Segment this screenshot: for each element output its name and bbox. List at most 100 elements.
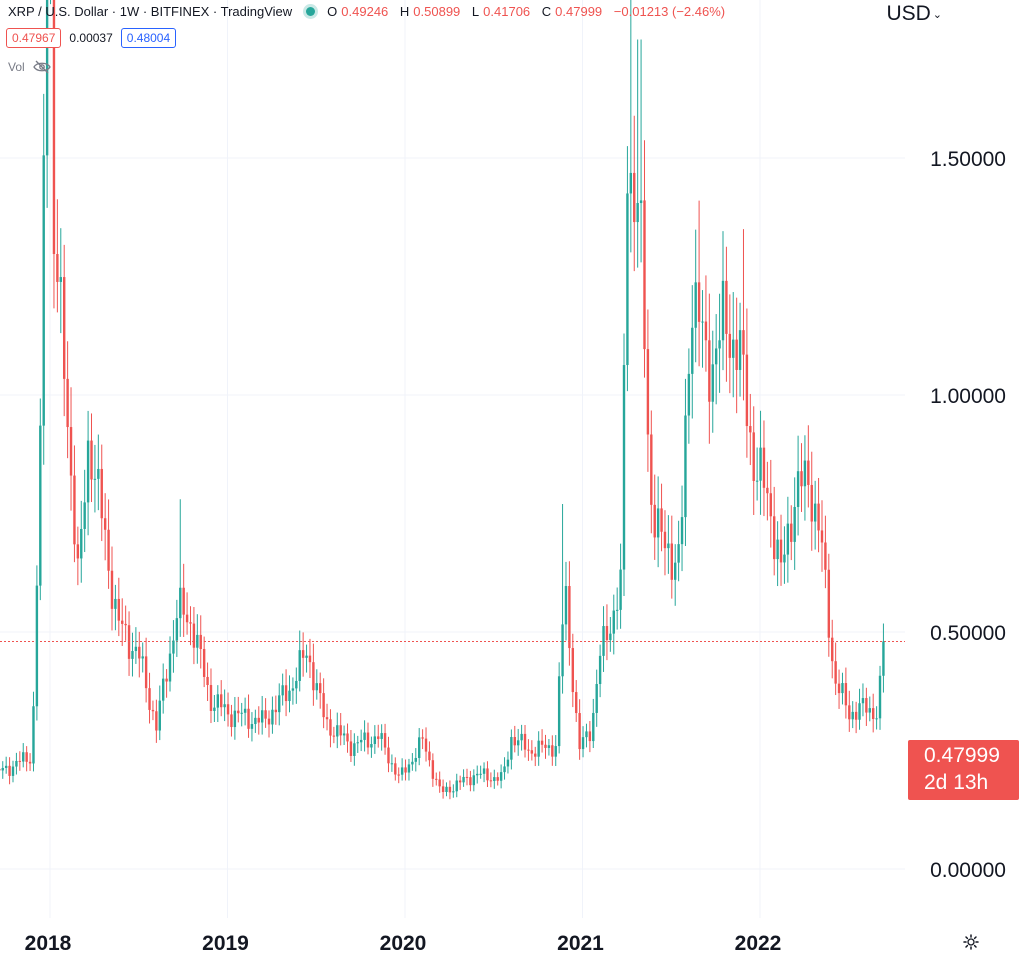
candle-body [745, 354, 749, 427]
candle-body [418, 737, 421, 758]
candle-body [196, 634, 199, 648]
candle-body [305, 655, 308, 658]
candle-body [602, 626, 605, 656]
high-label: H [399, 4, 410, 19]
candle-body [687, 373, 691, 416]
candle-body [585, 731, 588, 738]
candle-body [486, 768, 489, 781]
candle-body [264, 710, 267, 719]
candle-body [510, 737, 513, 760]
candle-body [462, 776, 465, 783]
candle-body [547, 745, 551, 748]
candle-body [390, 763, 394, 765]
candle-body [598, 655, 602, 685]
candle-body [766, 487, 769, 494]
candle-body [332, 735, 336, 737]
symbol-title[interactable]: XRP / U.S. Dollar · 1W · BITFINEX · Trad… [8, 4, 293, 19]
candle-body [503, 766, 506, 773]
candle-body [35, 585, 39, 707]
candle-body [185, 614, 189, 623]
candle-body [271, 709, 274, 725]
x-tick-label: 2018 [25, 932, 72, 955]
candle-body [551, 745, 554, 757]
ask-price-badge[interactable]: 0.48004 [120, 28, 177, 48]
candle-body [718, 340, 721, 349]
price-axis[interactable]: 0.000000.500001.000001.500002.000002.500… [930, 0, 1006, 882]
candle-body [800, 471, 803, 487]
candle-body [513, 737, 516, 746]
candle-body [363, 732, 366, 740]
candle-body [1, 767, 4, 771]
candle-body [752, 432, 755, 481]
candle-body [759, 447, 762, 481]
candle-body [568, 586, 571, 649]
bid-price-badge[interactable]: 0.47967 [6, 28, 62, 48]
candle-body [725, 280, 728, 334]
candle-body [810, 484, 813, 522]
candle-body [660, 508, 663, 532]
candle-body [394, 763, 397, 775]
candle-body [11, 766, 15, 776]
candle-body [66, 378, 69, 428]
candle-body [25, 752, 28, 762]
candle-body [421, 737, 424, 739]
candle-body [298, 650, 301, 681]
candle-body [148, 688, 151, 710]
candle-body [230, 714, 233, 728]
currency-selector[interactable]: USD ⌄ [886, 2, 942, 26]
candle-body [605, 626, 609, 641]
candle-body [124, 623, 127, 626]
candle-body [107, 529, 110, 571]
candle-body [472, 775, 476, 786]
candle-body [732, 339, 735, 358]
candle-body [650, 434, 653, 505]
currency-label: USD [886, 2, 931, 25]
candle-body [243, 708, 247, 713]
candle-body [63, 277, 66, 379]
time-axis[interactable]: 2018 2019 2020 2021 2022 [25, 932, 782, 955]
candle-body [42, 155, 45, 426]
candle-body [496, 777, 499, 781]
candle-body [240, 712, 243, 714]
candle-body [247, 708, 250, 729]
candle-body [141, 656, 144, 659]
candle-body [875, 718, 878, 720]
candle-body [728, 333, 732, 358]
candle-body [28, 761, 32, 764]
candle-body [336, 725, 339, 737]
candle-body [315, 683, 318, 691]
candle-body [127, 625, 131, 659]
volume-indicator[interactable]: Vol [8, 60, 51, 74]
candle-body [858, 703, 861, 720]
candle-body [824, 542, 827, 570]
last-price-label: 0.47999 2d 13h [908, 740, 1019, 800]
candle-body [155, 711, 158, 731]
x-tick-label: 2021 [557, 932, 604, 955]
eye-crossed-icon[interactable] [32, 60, 51, 74]
candle-body [691, 327, 694, 374]
candle-body [349, 741, 353, 756]
candle-body [677, 544, 680, 563]
candle-body [578, 713, 581, 750]
candle-body [308, 655, 312, 663]
ohlc-values: O 0.49246 H 0.50899 L 0.41706 C 0.47999 −0.0… [327, 4, 729, 19]
candle-body [69, 427, 73, 476]
candle-body [523, 733, 527, 750]
gear-icon[interactable] [963, 934, 979, 950]
candle-body [868, 708, 871, 713]
candle-body [301, 650, 305, 658]
candle-body [93, 478, 97, 480]
candle-body [476, 773, 479, 776]
candle-body [254, 717, 257, 725]
candle-body [776, 539, 779, 560]
candle-body [76, 544, 80, 559]
candle-body [39, 425, 42, 586]
candle-body [520, 733, 523, 741]
candle-body [848, 705, 851, 720]
candle-body [346, 733, 349, 742]
candle-body [831, 637, 834, 662]
candle-body [370, 744, 373, 748]
candle-body [742, 330, 745, 355]
candle-body [134, 646, 138, 652]
